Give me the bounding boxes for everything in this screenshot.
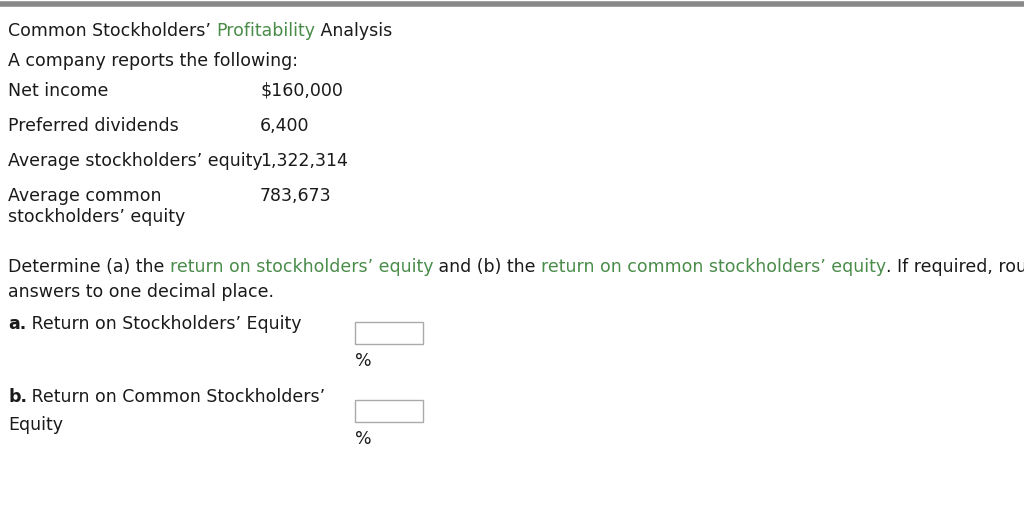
Text: Return on Common Stockholders’: Return on Common Stockholders’ <box>26 388 326 406</box>
Text: Average common
stockholders’ equity: Average common stockholders’ equity <box>8 187 185 226</box>
Bar <box>355 322 423 344</box>
Text: Profitability: Profitability <box>216 22 315 40</box>
Text: return on common stockholders’ equity: return on common stockholders’ equity <box>542 258 887 276</box>
Text: $160,000: $160,000 <box>260 82 343 100</box>
Text: 783,673: 783,673 <box>260 187 332 205</box>
Text: Equity: Equity <box>8 416 63 434</box>
Text: Net income: Net income <box>8 82 109 100</box>
Text: A company reports the following:: A company reports the following: <box>8 52 298 70</box>
Text: . If required, round your: . If required, round your <box>887 258 1024 276</box>
Text: answers to one decimal place.: answers to one decimal place. <box>8 283 274 301</box>
Text: Preferred dividends: Preferred dividends <box>8 117 179 135</box>
Text: return on stockholders’ equity: return on stockholders’ equity <box>170 258 433 276</box>
Text: Return on Stockholders’ Equity: Return on Stockholders’ Equity <box>26 315 301 333</box>
Text: Analysis: Analysis <box>315 22 392 40</box>
Text: b.: b. <box>8 388 27 406</box>
Text: and (b) the: and (b) the <box>433 258 542 276</box>
Text: 6,400: 6,400 <box>260 117 309 135</box>
Bar <box>355 400 423 422</box>
Text: a.: a. <box>8 315 27 333</box>
Text: Common Stockholders’: Common Stockholders’ <box>8 22 216 40</box>
Text: Determine (a) the: Determine (a) the <box>8 258 170 276</box>
Text: %: % <box>355 430 372 448</box>
Text: %: % <box>355 352 372 370</box>
Text: 1,322,314: 1,322,314 <box>260 152 348 170</box>
Text: Average stockholders’ equity: Average stockholders’ equity <box>8 152 262 170</box>
